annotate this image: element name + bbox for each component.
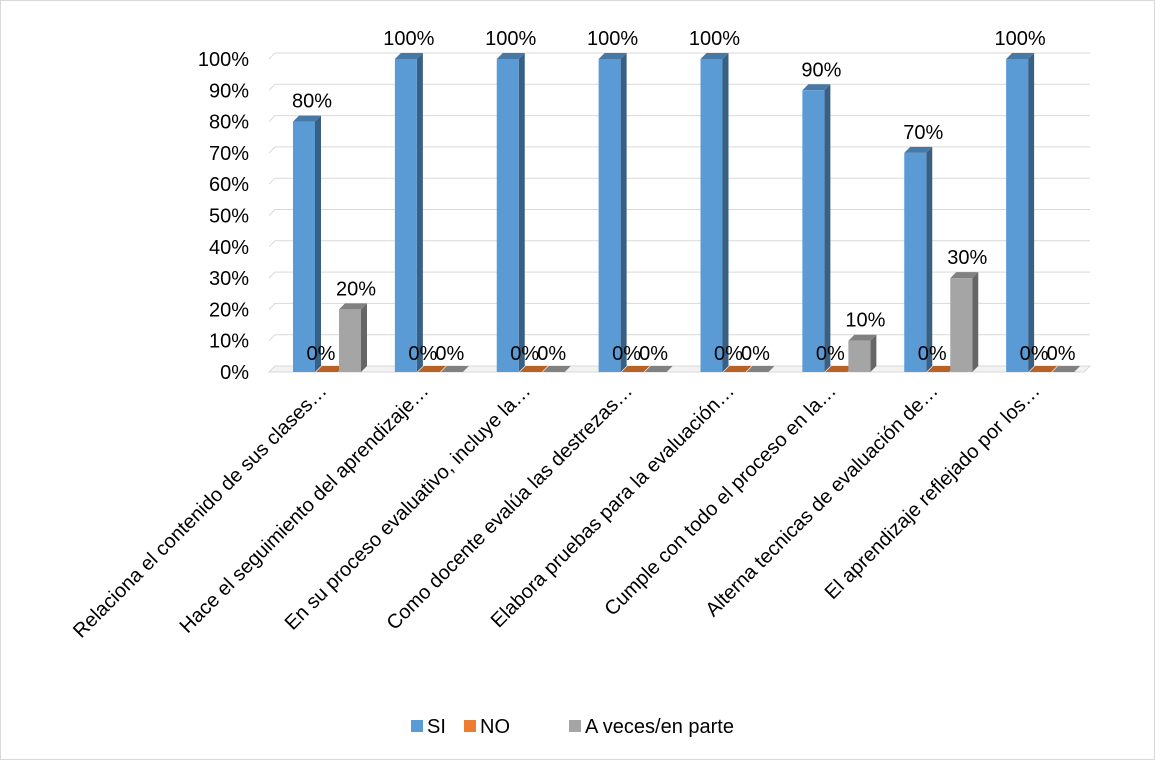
bar-si-1	[293, 115, 321, 372]
legend-label: NO	[480, 716, 510, 738]
y-tick-label: 60%	[209, 174, 249, 196]
data-label: 90%	[801, 59, 841, 81]
data-label: 0%	[816, 343, 845, 365]
data-label: 0%	[1020, 343, 1049, 365]
gridline	[268, 83, 1090, 91]
bar-a-veces-en-parte-4	[644, 366, 673, 372]
y-tick-label: 30%	[209, 268, 249, 290]
bar-no-7	[927, 366, 956, 372]
data-label: 0%	[741, 343, 770, 365]
y-tick-label: 80%	[209, 112, 249, 134]
legend: SI NO A veces/en parte	[411, 716, 734, 738]
gridline	[268, 52, 1090, 60]
data-label: 0%	[918, 343, 947, 365]
data-label: 20%	[336, 278, 376, 300]
bar-a-veces-en-parte-7	[950, 272, 979, 372]
legend-item-no: NO	[464, 716, 510, 738]
gridline	[268, 115, 1090, 122]
data-label: 0%	[1047, 343, 1076, 365]
data-label: 100%	[995, 28, 1046, 50]
category-labels: Relaciona el contenido de sus clases…Hac…	[69, 380, 1045, 642]
bar-no-5	[723, 366, 752, 372]
data-label: 100%	[383, 28, 434, 50]
data-label: 0%	[307, 343, 336, 365]
data-label: 30%	[947, 247, 987, 269]
data-label: 70%	[903, 122, 943, 144]
bar-a-veces-en-parte-8	[1052, 366, 1081, 372]
bar-no-6	[825, 366, 854, 372]
data-label: 100%	[485, 28, 536, 50]
y-tick-label: 100%	[198, 49, 249, 71]
y-tick-label: 20%	[209, 299, 249, 321]
legend-item-si: SI	[411, 716, 446, 738]
bar-si-3	[496, 53, 525, 372]
legend-swatch	[464, 720, 476, 732]
bar-si-8	[1006, 53, 1035, 372]
category-label: Alterna tecnicas de evaluación de…	[702, 380, 943, 621]
legend-swatch	[569, 720, 581, 732]
data-label: 0%	[612, 343, 641, 365]
legend-label: A veces/en parte	[585, 716, 734, 738]
category-label: El aprendizaje reflejado por los…	[821, 380, 1045, 604]
bars	[293, 53, 1081, 373]
data-label: 80%	[292, 91, 332, 113]
gridline	[268, 177, 1090, 185]
y-axis-tick-labels: 0% 10% 20% 30% 40% 50% 60% 70% 80% 90% 100%	[198, 49, 249, 384]
data-label: 0%	[435, 343, 464, 365]
bar-a-veces-en-parte-5	[746, 366, 775, 372]
bar-no-2	[417, 366, 446, 372]
bar-a-veces-en-parte-6	[848, 334, 877, 372]
y-tick-label: 70%	[209, 143, 249, 165]
data-label: 0%	[510, 343, 539, 365]
legend-swatch	[411, 720, 423, 732]
legend-label: SI	[427, 716, 446, 738]
bar-a-veces-en-parte-2	[440, 366, 469, 372]
data-label: 0%	[714, 343, 743, 365]
y-tick-label: 50%	[209, 206, 249, 228]
y-tick-label: 40%	[209, 237, 249, 259]
bar-si-2	[394, 53, 423, 372]
bar-si-4	[598, 53, 627, 372]
bar-no-4	[621, 366, 650, 372]
bar-si-5	[700, 53, 729, 372]
y-tick-label: 0%	[220, 362, 249, 384]
data-label: 100%	[587, 28, 638, 50]
gridline	[268, 209, 1090, 216]
y-tick-label: 90%	[209, 80, 249, 102]
y-tick-label: 10%	[209, 331, 249, 353]
gridline	[268, 146, 1090, 154]
data-label: 100%	[689, 28, 740, 50]
bar-si-6	[802, 84, 831, 373]
bar-no-8	[1029, 366, 1058, 372]
gridline	[268, 240, 1090, 248]
bar-a-veces-en-parte-3	[542, 366, 571, 372]
category-label: Cumple con todo el proceso en la…	[600, 380, 840, 620]
bar-si-7	[904, 146, 933, 372]
bar-a-veces-en-parte-1	[339, 303, 367, 372]
data-label: 0%	[408, 343, 437, 365]
data-label: 0%	[639, 343, 668, 365]
data-label: 0%	[537, 343, 566, 365]
bar-no-1	[316, 366, 344, 372]
legend-item-a-veces-en-parte: A veces/en parte	[569, 716, 734, 738]
data-label: 10%	[845, 310, 885, 332]
data-labels: 80%100% 100% 100% 100%90%70%100%0% 0% 0% 0% 0% 0…	[292, 28, 1076, 365]
bar-no-3	[519, 366, 548, 372]
